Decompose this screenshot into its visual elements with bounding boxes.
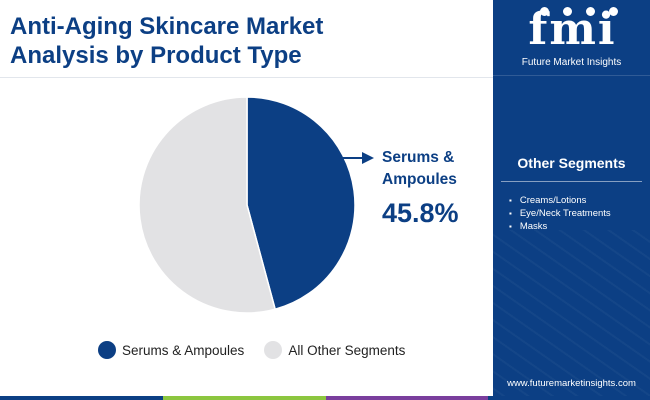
legend-item-other: All Other Segments [264,341,405,359]
callout-arrow-head [362,152,374,164]
segment-item: Creams/Lotions [509,194,611,207]
legend-label-serums: Serums & Ampoules [122,342,245,358]
other-segments-list: Creams/Lotions Eye/Neck Treatments Masks [509,194,611,233]
title-line-1: Anti-Aging Skincare Market [10,13,324,40]
main-content: Anti-Aging Skincare Market Analysis by P… [0,12,493,359]
chart-legend: Serums & Ampoules All Other Segments [98,341,425,359]
side-panel: fmi Future Market Insights Other Segment… [493,0,650,396]
pie-chart [138,96,374,314]
legend-label-other: All Other Segments [288,342,406,358]
fmi-logo: fmi Future Market Insights [493,0,650,76]
legend-swatch-serums [98,341,116,359]
callout-label-line-2: Ampoules [382,171,457,188]
legend-swatch-other [264,341,283,359]
callout-label-line-1: Serums & [382,149,455,166]
pie-slice-all-other-segments [138,96,277,314]
bottom-bar-seg-3 [326,396,488,400]
logo-mark: fmi [528,4,617,55]
page-title: Anti-Aging Skincare Market Analysis by P… [10,12,480,70]
title-divider [0,77,493,78]
bottom-bar-seg-2 [163,396,326,400]
pie-slice-serums-ampoules [246,96,356,311]
segment-item: Eye/Neck Treatments [509,207,611,220]
logo-text: Future Market Insights [521,57,622,68]
callout-label: Serums & Ampoules [382,147,492,191]
callout-value: 45.8% [382,198,459,228]
title-line-2: Analysis by Product Type [10,42,302,69]
other-segments-heading: Other Segments [517,155,626,171]
bottom-bar-seg-1 [0,396,163,400]
segment-item: Masks [509,220,611,233]
website-link[interactable]: www.futuremarketinsights.com [507,378,636,389]
segments-divider [501,181,642,182]
bottom-color-bar [0,396,650,400]
legend-item-serums: Serums & Ampoules [98,341,244,359]
logo-icons [539,6,619,18]
bottom-bar-seg-4 [488,396,650,400]
